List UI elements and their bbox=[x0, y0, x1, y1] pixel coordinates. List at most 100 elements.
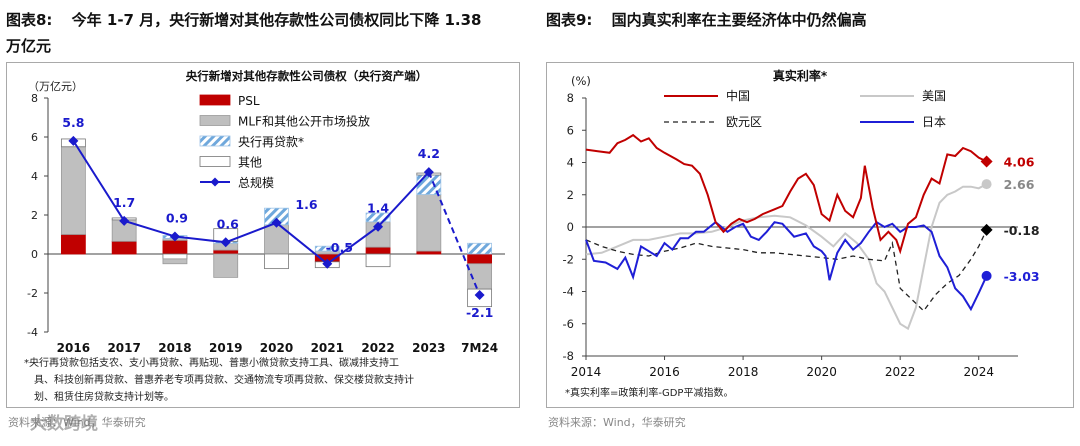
left-legend-label: PSL bbox=[238, 94, 260, 108]
left-total-line bbox=[72, 140, 430, 266]
left-total-data-label: 4.2 bbox=[418, 146, 440, 161]
left-x-tick-label: 2020 bbox=[260, 341, 293, 355]
right-y-tick-label: 6 bbox=[567, 123, 574, 137]
right-chart-frame bbox=[546, 62, 1074, 408]
left-bar-segment bbox=[314, 245, 340, 252]
left-y-tick-label: 2 bbox=[31, 209, 38, 222]
left-y-axis-unit: （万亿元） bbox=[28, 80, 83, 93]
left-total-point bbox=[474, 289, 485, 300]
left-legend-label: 总规模 bbox=[238, 175, 274, 190]
left-source: 资料来源：Wind，华泰研究 bbox=[8, 416, 146, 429]
left-total-point bbox=[169, 231, 180, 242]
left-x-tick-label: 2017 bbox=[107, 341, 140, 355]
right-series-end-label: 4.06 bbox=[1004, 155, 1035, 170]
right-chart-title: 真实利率* bbox=[773, 68, 828, 83]
left-legend-swatch bbox=[199, 135, 231, 147]
right-series-line-1 bbox=[585, 183, 988, 331]
left-legend-swatch bbox=[199, 94, 231, 106]
left-total-point bbox=[119, 215, 130, 226]
right-series-end-label: -3.03 bbox=[1004, 269, 1040, 284]
right-legend-label: 中国 bbox=[726, 88, 750, 103]
left-total-point bbox=[271, 217, 282, 228]
left-x-tick-label: 2021 bbox=[311, 341, 344, 355]
left-legend-label: MLF和其他公开市场投放 bbox=[238, 114, 370, 129]
left-bar-segment bbox=[365, 253, 391, 268]
right-source: 资料来源：Wind，华泰研究 bbox=[548, 416, 686, 429]
left-total-data-label: 0.9 bbox=[166, 210, 188, 225]
left-chart-title: 央行新增对其他存款性公司债权（央行资产端） bbox=[186, 69, 428, 83]
left-legend-swatch bbox=[199, 115, 231, 126]
left-bar-segment bbox=[467, 242, 493, 255]
right-x-tick-label: 2014 bbox=[571, 365, 602, 379]
right-series-line-2 bbox=[585, 229, 988, 312]
right-series-line-3 bbox=[585, 220, 988, 312]
right-figure-title-text: 国内真实利率在主要经济体中仍然偏高 bbox=[611, 11, 867, 29]
left-total-point bbox=[373, 221, 384, 232]
left-total-data-label: -0.5 bbox=[326, 240, 353, 255]
left-chart-frame bbox=[6, 62, 520, 408]
left-total-data-label: 1.7 bbox=[113, 195, 135, 210]
right-series-end-marker bbox=[980, 155, 993, 168]
right-series-end-label: -0.18 bbox=[1004, 223, 1040, 238]
left-footnote-3: 划、租赁住房贷款支持计划等。 bbox=[34, 392, 174, 403]
left-y-tick-label: 8 bbox=[31, 92, 38, 105]
left-total-point bbox=[322, 258, 333, 269]
left-figure-title-line2: 万亿元 bbox=[6, 37, 52, 55]
right-y-tick-label: 0 bbox=[567, 220, 574, 234]
watermark-text: 大数跨境 bbox=[30, 414, 98, 434]
left-bar-segment bbox=[264, 253, 289, 270]
right-x-tick-label: 2024 bbox=[963, 365, 994, 379]
left-x-tick-label: 2016 bbox=[57, 341, 90, 355]
left-total-point bbox=[68, 135, 79, 146]
right-y-axis-unit: (%) bbox=[571, 74, 591, 88]
left-legend-label: 其他 bbox=[238, 156, 262, 170]
right-series-end-marker bbox=[981, 179, 992, 190]
left-figure-title-text: 今年 1-7 月，央行新增对其他存款性公司债权同比下降 1.38 bbox=[71, 11, 482, 29]
left-y-tick-label: 6 bbox=[31, 131, 38, 144]
left-total-data-label: 5.8 bbox=[62, 115, 84, 130]
left-footnote-1: *央行再贷款包括支农、支小再贷款、再贴现、普惠小微贷款支持工具、碳减排支持工 bbox=[24, 358, 399, 369]
right-series-line-0 bbox=[585, 133, 988, 255]
right-legend-label: 美国 bbox=[922, 89, 946, 103]
left-total-data-label: 1.4 bbox=[367, 201, 389, 216]
right-series-end-marker bbox=[980, 223, 993, 236]
left-y-tick-label: 4 bbox=[31, 170, 38, 183]
left-total-data-label: 0.6 bbox=[217, 216, 239, 231]
right-figure-label: 图表9: bbox=[546, 11, 593, 29]
left-bar-segment bbox=[213, 253, 239, 278]
right-series-end-marker bbox=[981, 270, 992, 281]
left-legend-swatch-marker bbox=[210, 177, 220, 187]
right-x-tick-label: 2016 bbox=[649, 365, 680, 379]
left-total-data-label: -2.1 bbox=[466, 305, 493, 320]
left-x-tick-label: 2019 bbox=[209, 341, 242, 355]
left-total-point bbox=[220, 237, 231, 248]
right-y-tick-label: -6 bbox=[563, 317, 574, 331]
left-legend-label: 央行再贷款* bbox=[238, 135, 304, 149]
left-y-tick-label: -2 bbox=[27, 287, 38, 300]
right-y-tick-label: 8 bbox=[567, 91, 574, 105]
right-y-tick-label: 4 bbox=[567, 156, 574, 170]
right-y-tick-label: 2 bbox=[567, 188, 574, 202]
left-bar-segment bbox=[60, 146, 86, 235]
left-y-tick-label: -4 bbox=[27, 326, 38, 339]
right-series-end-label: 2.66 bbox=[1004, 177, 1035, 192]
left-figure-title: 图表8: 今年 1-7 月，央行新增对其他存款性公司债权同比下降 1.38 bbox=[6, 8, 526, 32]
right-x-tick-label: 2020 bbox=[806, 365, 837, 379]
right-legend-label: 日本 bbox=[922, 115, 946, 129]
right-figure-title: 图表9: 国内真实利率在主要经济体中仍然偏高 bbox=[546, 8, 867, 32]
right-y-tick-label: -8 bbox=[563, 349, 574, 363]
left-x-tick-label: 2023 bbox=[412, 341, 445, 355]
left-footnote-2: 具、科技创新再贷款、普惠养老专项再贷款、交通物流专项再贷款、保交楼贷款支持计 bbox=[34, 375, 414, 386]
left-total-data-label: 1.6 bbox=[295, 197, 317, 212]
left-total-point bbox=[423, 167, 434, 178]
left-total-line-dashed bbox=[427, 171, 481, 296]
left-x-tick-label: 2018 bbox=[158, 341, 191, 355]
left-x-tick-label: 2022 bbox=[361, 341, 394, 355]
left-legend-swatch bbox=[199, 156, 231, 167]
left-bar-segment bbox=[416, 194, 442, 252]
left-y-tick-label: 0 bbox=[31, 248, 38, 261]
right-x-tick-label: 2022 bbox=[885, 365, 916, 379]
right-y-tick-label: -4 bbox=[563, 285, 574, 299]
